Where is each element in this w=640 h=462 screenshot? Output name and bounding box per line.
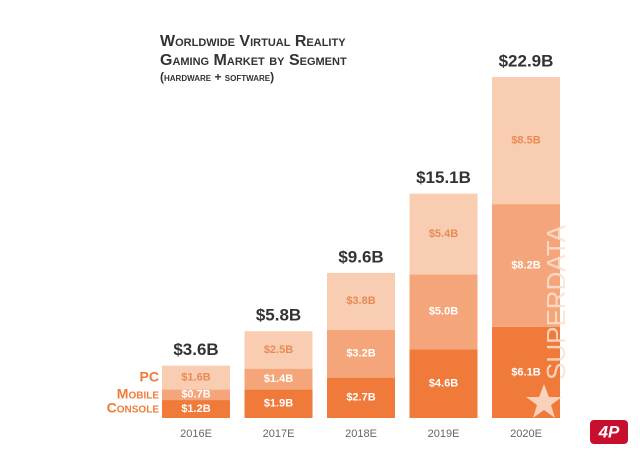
bar-segment xyxy=(409,349,478,418)
value-label: $2.5B xyxy=(264,344,293,356)
chart-subtitle: (hardware + software) xyxy=(160,70,274,84)
bar-segment xyxy=(327,272,395,330)
bar-segment xyxy=(492,204,560,327)
watermark-star xyxy=(526,384,562,418)
chart-title: Worldwide Virtual Reality xyxy=(160,33,346,50)
value-label: $6.1B xyxy=(511,366,540,378)
total-label: $5.8B xyxy=(256,306,301,325)
bar-segment xyxy=(244,389,313,418)
watermark: SUPERDATA xyxy=(541,224,571,380)
value-label: $0.7B xyxy=(181,389,210,401)
bar-segment xyxy=(409,193,478,275)
legend-label: Mobile xyxy=(117,386,160,402)
bar-segment xyxy=(327,377,395,418)
value-label: $3.8B xyxy=(346,295,375,307)
x-tick-label: 2018E xyxy=(345,428,377,440)
bar-segment xyxy=(162,389,230,401)
bar-segment xyxy=(162,365,230,390)
value-label: $8.2B xyxy=(511,259,540,271)
x-tick-label: 2019E xyxy=(428,428,460,440)
bar-segment xyxy=(409,274,478,350)
bar-segment xyxy=(162,400,230,418)
value-label: $2.7B xyxy=(346,392,375,404)
logo-box xyxy=(590,420,628,444)
value-label: $1.2B xyxy=(181,403,210,415)
x-tick-label: 2017E xyxy=(263,428,295,440)
value-label: $4.6B xyxy=(429,378,458,390)
total-label: $3.6B xyxy=(173,340,218,359)
value-label: $1.9B xyxy=(264,398,293,410)
value-label: $8.5B xyxy=(511,134,540,146)
value-label: $5.0B xyxy=(429,306,458,318)
value-label: $1.6B xyxy=(181,372,210,384)
chart-title: Gaming Market by Segment xyxy=(160,52,347,69)
total-label: $22.9B xyxy=(499,51,554,70)
value-label: $1.4B xyxy=(264,373,293,385)
total-label: $9.6B xyxy=(338,247,383,266)
bar-segment xyxy=(327,329,395,378)
value-label: $3.2B xyxy=(346,348,375,360)
x-tick-label: 2020E xyxy=(510,428,542,440)
bar-segment xyxy=(492,77,560,205)
logo: 4P xyxy=(598,422,620,441)
total-label: $15.1B xyxy=(416,168,471,187)
legend-label: Console xyxy=(107,400,160,416)
value-label: $5.4B xyxy=(429,228,458,240)
legend-label: PC xyxy=(140,368,159,384)
bar-segment xyxy=(244,368,313,390)
x-tick-label: 2016E xyxy=(180,428,212,440)
bar-segment xyxy=(244,331,313,369)
